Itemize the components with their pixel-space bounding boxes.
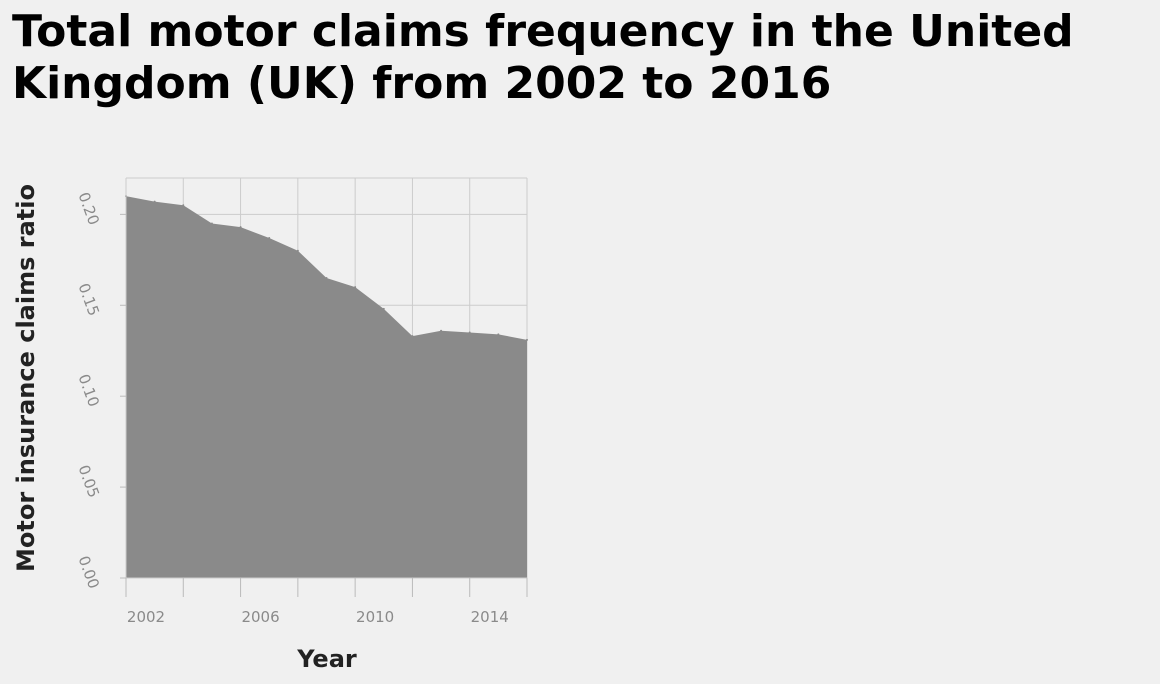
data-point [468, 331, 471, 334]
chart-title: Total motor claims frequency in the Unit… [12, 6, 1074, 109]
data-point [497, 333, 500, 336]
y-tick-label: 0.00 [75, 554, 103, 592]
y-tick-label: 0.20 [75, 190, 103, 228]
area-series [125, 195, 528, 578]
data-point [526, 338, 528, 341]
x-tick-label: 2002 [127, 608, 165, 626]
data-point [440, 329, 443, 332]
data-point [268, 237, 271, 239]
y-tick-label: 0.10 [75, 372, 103, 410]
x-tick-label: 2010 [356, 608, 394, 626]
data-point [325, 277, 328, 279]
data-point [354, 286, 357, 289]
x-tick-label: 2014 [471, 608, 509, 626]
y-tick-label: 0.15 [75, 281, 103, 319]
data-point [411, 335, 414, 338]
data-point [153, 200, 156, 203]
data-point [296, 249, 299, 252]
y-axis-title: Motor insurance claims ratio [12, 184, 40, 572]
data-point [382, 307, 385, 310]
data-point [182, 204, 185, 207]
y-tick-label: 0.05 [75, 463, 103, 501]
data-point [210, 222, 213, 225]
x-tick-label: 2006 [241, 608, 279, 626]
data-point [239, 226, 242, 229]
area-fill [126, 196, 527, 578]
x-axis-title: Year [296, 645, 357, 673]
